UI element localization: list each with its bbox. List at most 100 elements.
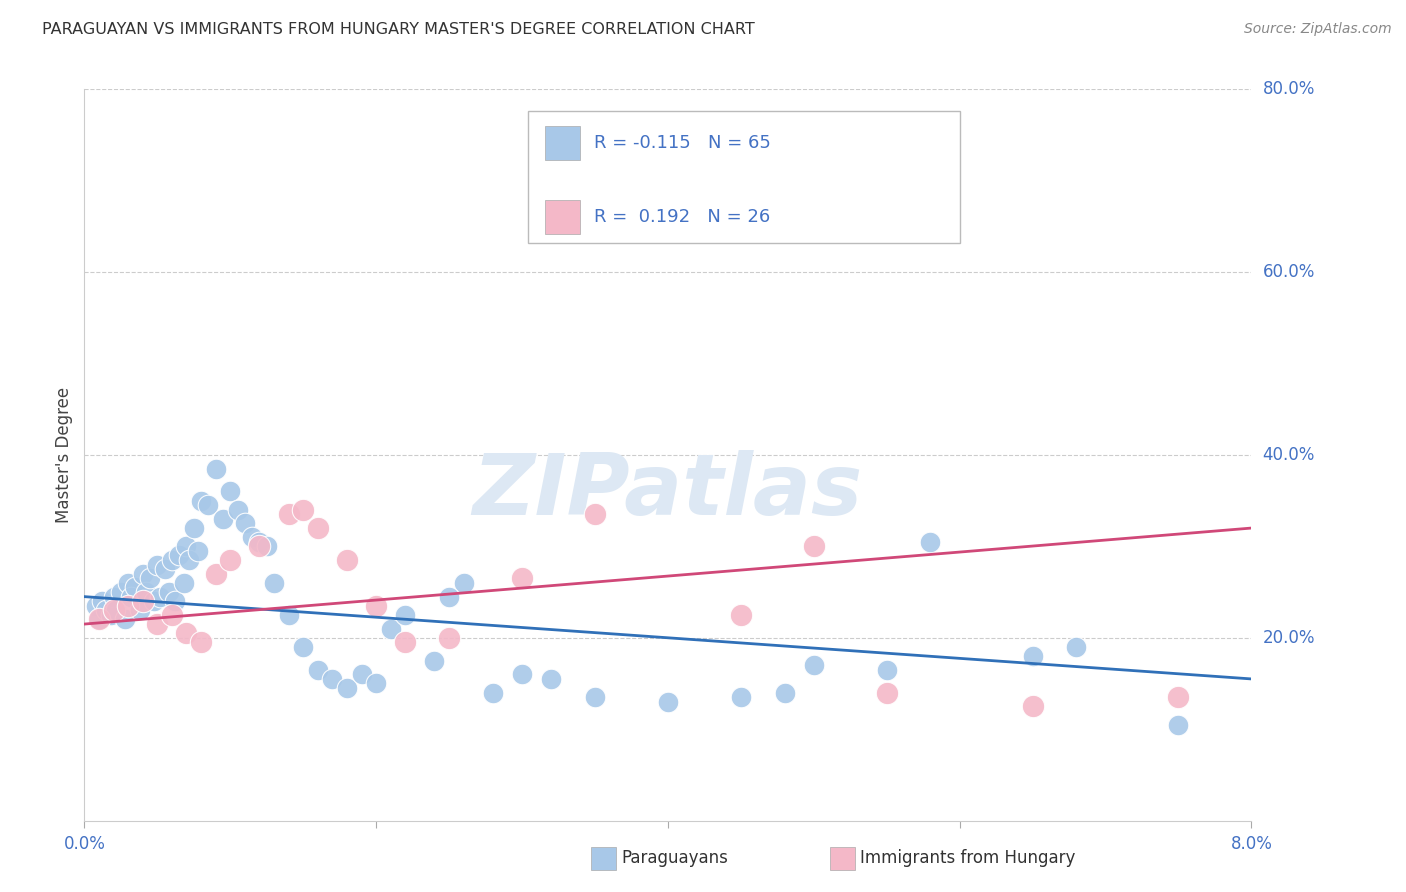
Point (176, 626, 198, 640)
Point (423, 654, 446, 668)
Point (204, 461, 226, 475)
Point (1167, 690, 1189, 705)
Point (90, 594, 112, 608)
Text: 60.0%: 60.0% (1263, 263, 1315, 281)
Point (394, 607, 416, 622)
Text: PARAGUAYAN VS IMMIGRANTS FROM HUNGARY MASTER'S DEGREE CORRELATION CHART: PARAGUAYAN VS IMMIGRANTS FROM HUNGARY MA… (42, 22, 755, 37)
Point (197, 498, 219, 512)
Point (183, 521, 205, 535)
Point (366, 676, 388, 690)
Point (256, 539, 278, 553)
Point (212, 512, 235, 526)
Point (1066, 640, 1088, 654)
Point (803, 658, 825, 673)
Point (226, 503, 249, 517)
Point (540, 672, 562, 686)
Point (380, 622, 402, 636)
Point (247, 534, 270, 549)
Point (583, 690, 606, 705)
Point (87, 613, 110, 627)
Point (394, 635, 416, 649)
Point (187, 544, 209, 558)
Point (437, 631, 460, 645)
Point (117, 576, 139, 591)
Point (105, 603, 128, 617)
Text: 80.0%: 80.0% (1263, 80, 1315, 98)
Point (277, 508, 299, 522)
Point (920, 534, 942, 549)
Point (307, 663, 329, 677)
Point (219, 553, 242, 567)
Point (157, 585, 180, 599)
Text: Paraguayans: Paraguayans (621, 849, 728, 867)
Point (135, 585, 157, 599)
Point (233, 516, 256, 531)
Point (657, 695, 679, 709)
Point (247, 539, 270, 553)
Point (219, 484, 242, 499)
Point (128, 603, 150, 617)
Point (366, 599, 388, 613)
Point (773, 686, 796, 700)
Point (292, 503, 315, 517)
Point (143, 594, 166, 608)
Point (1021, 649, 1043, 664)
Point (481, 686, 505, 700)
Point (87, 613, 110, 627)
Point (686, 211, 709, 225)
Point (132, 566, 155, 581)
Point (336, 681, 359, 695)
Point (263, 576, 285, 591)
Point (114, 613, 136, 627)
Point (204, 566, 226, 581)
Point (110, 585, 132, 599)
Point (190, 635, 212, 649)
Point (179, 553, 201, 567)
Point (803, 539, 825, 553)
Y-axis label: Master's Degree: Master's Degree (55, 387, 73, 523)
Text: 20.0%: 20.0% (1263, 629, 1315, 647)
Point (1021, 699, 1043, 714)
Point (730, 607, 752, 622)
Point (453, 576, 475, 591)
Point (100, 607, 122, 622)
Point (124, 581, 146, 595)
Point (292, 640, 315, 654)
Text: Source: ZipAtlas.com: Source: ZipAtlas.com (1244, 22, 1392, 37)
Point (146, 558, 169, 572)
Point (583, 508, 606, 522)
Point (176, 539, 198, 553)
Point (120, 590, 142, 604)
Point (1167, 717, 1189, 731)
Text: ZIPatlas: ZIPatlas (472, 450, 863, 533)
Point (139, 571, 162, 585)
Text: R = -0.115   N = 65: R = -0.115 N = 65 (593, 135, 770, 153)
Point (173, 576, 195, 591)
Point (103, 590, 125, 604)
Point (437, 590, 460, 604)
Point (240, 530, 263, 544)
Text: Immigrants from Hungary: Immigrants from Hungary (860, 849, 1076, 867)
Point (190, 493, 212, 508)
Point (510, 667, 533, 681)
Point (146, 617, 169, 632)
Point (876, 686, 898, 700)
Point (153, 562, 176, 576)
Point (167, 549, 190, 563)
Point (277, 607, 299, 622)
Point (96, 603, 118, 617)
Point (84, 599, 107, 613)
Point (307, 521, 329, 535)
Point (103, 603, 125, 617)
Point (730, 690, 752, 705)
Point (149, 590, 172, 604)
Point (132, 594, 155, 608)
Point (321, 672, 343, 686)
Point (350, 667, 373, 681)
Point (876, 663, 898, 677)
Point (336, 553, 359, 567)
Text: R =  0.192   N = 26: R = 0.192 N = 26 (593, 208, 770, 226)
Point (160, 607, 183, 622)
Point (510, 571, 533, 585)
Point (163, 594, 186, 608)
